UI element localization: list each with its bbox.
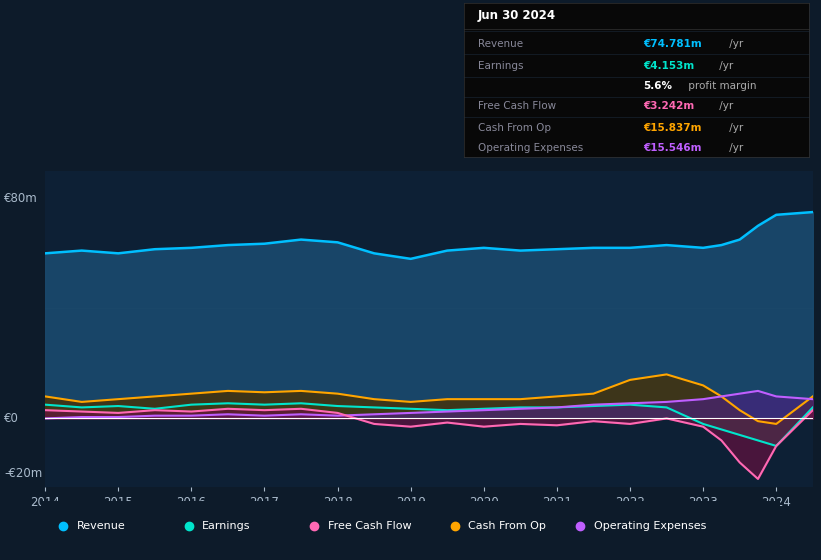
Text: Operating Expenses: Operating Expenses: [478, 143, 583, 152]
Text: Cash From Op: Cash From Op: [468, 521, 546, 531]
Text: €74.781m: €74.781m: [643, 39, 702, 49]
Text: €15.546m: €15.546m: [643, 143, 702, 152]
Text: /yr: /yr: [716, 61, 733, 71]
Text: Revenue: Revenue: [76, 521, 126, 531]
Text: Operating Expenses: Operating Expenses: [594, 521, 706, 531]
Text: /yr: /yr: [726, 143, 743, 152]
Text: 5.6%: 5.6%: [643, 81, 672, 91]
Text: €80m: €80m: [4, 192, 38, 205]
Text: Free Cash Flow: Free Cash Flow: [478, 101, 556, 111]
Text: €4.153m: €4.153m: [643, 61, 695, 71]
Text: /yr: /yr: [716, 101, 733, 111]
Text: Revenue: Revenue: [478, 39, 523, 49]
Text: €3.242m: €3.242m: [643, 101, 695, 111]
Text: profit margin: profit margin: [685, 81, 756, 91]
Text: Earnings: Earnings: [202, 521, 250, 531]
Text: Jun 30 2024: Jun 30 2024: [478, 8, 556, 22]
Text: -€20m: -€20m: [4, 467, 43, 480]
Text: Cash From Op: Cash From Op: [478, 123, 551, 133]
Text: €15.837m: €15.837m: [643, 123, 702, 133]
Text: €0: €0: [4, 412, 19, 425]
Text: Earnings: Earnings: [478, 61, 523, 71]
Text: Free Cash Flow: Free Cash Flow: [328, 521, 411, 531]
Text: /yr: /yr: [726, 123, 743, 133]
Text: /yr: /yr: [726, 39, 743, 49]
